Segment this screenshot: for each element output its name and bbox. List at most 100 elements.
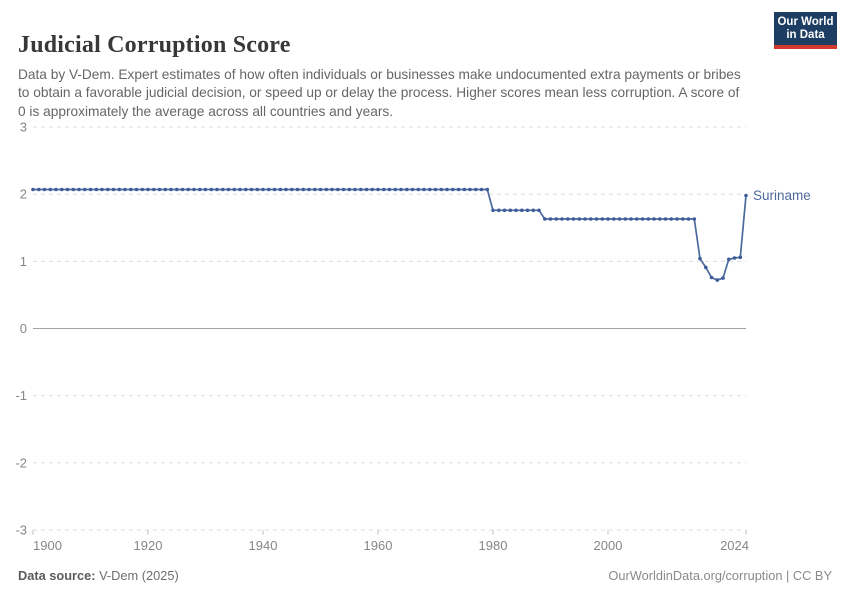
data-point-marker[interactable] [514, 208, 518, 213]
data-point-marker[interactable] [382, 187, 386, 192]
data-point-marker[interactable] [324, 187, 329, 192]
data-point-marker[interactable] [393, 187, 398, 192]
data-point-marker[interactable] [704, 265, 708, 270]
data-point-marker[interactable] [100, 187, 104, 192]
data-point-marker[interactable] [359, 187, 363, 192]
data-point-marker[interactable] [267, 187, 271, 192]
data-point-marker[interactable] [88, 187, 93, 192]
data-point-marker[interactable] [146, 187, 150, 192]
data-point-marker[interactable] [428, 187, 432, 192]
data-point-marker[interactable] [606, 217, 610, 221]
data-point-marker[interactable] [508, 208, 513, 213]
data-point-marker[interactable] [520, 208, 524, 213]
data-point-marker[interactable] [439, 187, 444, 192]
data-point-marker[interactable] [48, 187, 53, 192]
data-point-marker[interactable] [54, 187, 58, 192]
data-point-marker[interactable] [364, 187, 369, 192]
data-point-marker[interactable] [646, 217, 651, 221]
data-point-marker[interactable] [111, 187, 116, 192]
data-point-marker[interactable] [445, 187, 449, 192]
data-point-marker[interactable] [422, 187, 426, 192]
data-point-marker[interactable] [629, 217, 633, 221]
data-point-marker[interactable] [94, 187, 99, 192]
data-point-marker[interactable] [140, 187, 145, 192]
data-point-marker[interactable] [474, 187, 478, 192]
data-point-marker[interactable] [180, 187, 185, 192]
data-point-marker[interactable] [451, 187, 455, 192]
data-point-marker[interactable] [347, 187, 352, 192]
data-point-marker[interactable] [531, 208, 536, 213]
data-point-marker[interactable] [42, 187, 47, 192]
data-point-marker[interactable] [290, 187, 294, 192]
data-point-marker[interactable] [175, 187, 179, 192]
data-point-marker[interactable] [272, 187, 277, 192]
data-point-marker[interactable] [226, 187, 231, 192]
data-point-marker[interactable] [635, 217, 639, 221]
data-point-marker[interactable] [732, 256, 737, 260]
data-point-marker[interactable] [571, 217, 576, 221]
data-point-marker[interactable] [416, 187, 421, 192]
data-point-marker[interactable] [589, 217, 593, 221]
data-point-marker[interactable] [617, 217, 622, 221]
data-point-marker[interactable] [410, 187, 415, 192]
series-line-suriname[interactable] [33, 188, 747, 281]
data-point-marker[interactable] [284, 187, 288, 192]
data-point-marker[interactable] [462, 187, 467, 192]
data-point-marker[interactable] [594, 217, 599, 221]
data-point-marker[interactable] [134, 187, 139, 192]
data-point-marker[interactable] [497, 208, 501, 213]
data-point-marker[interactable] [698, 256, 702, 261]
data-point-marker[interactable] [71, 187, 76, 192]
data-point-marker[interactable] [669, 217, 674, 221]
data-point-marker[interactable] [715, 278, 720, 282]
data-point-marker[interactable] [83, 187, 87, 192]
data-point-marker[interactable] [129, 187, 133, 192]
data-point-marker[interactable] [232, 187, 237, 192]
data-point-marker[interactable] [405, 187, 409, 192]
data-point-marker[interactable] [295, 187, 300, 192]
data-point-marker[interactable] [479, 187, 484, 192]
data-point-marker[interactable] [456, 187, 461, 192]
data-point-marker[interactable] [566, 217, 570, 221]
data-point-marker[interactable] [186, 187, 191, 192]
data-point-marker[interactable] [341, 187, 346, 192]
data-point-marker[interactable] [117, 187, 122, 192]
data-point-marker[interactable] [537, 208, 541, 213]
data-point-marker[interactable] [301, 187, 306, 192]
data-point-marker[interactable] [543, 217, 547, 221]
data-point-marker[interactable] [433, 187, 438, 192]
data-point-marker[interactable] [663, 217, 668, 221]
data-point-marker[interactable] [502, 208, 507, 213]
data-point-marker[interactable] [330, 187, 334, 192]
data-point-marker[interactable] [169, 187, 173, 192]
data-point-marker[interactable] [468, 187, 472, 192]
data-point-marker[interactable] [65, 187, 70, 192]
data-point-marker[interactable] [612, 217, 616, 221]
data-point-marker[interactable] [238, 187, 242, 192]
data-point-marker[interactable] [37, 187, 41, 192]
data-point-marker[interactable] [600, 217, 605, 221]
data-point-marker[interactable] [77, 187, 81, 192]
data-point-marker[interactable] [376, 187, 380, 192]
data-point-marker[interactable] [318, 187, 323, 192]
data-point-marker[interactable] [681, 217, 685, 221]
data-point-marker[interactable] [652, 217, 656, 221]
data-point-marker[interactable] [203, 187, 208, 192]
data-point-marker[interactable] [554, 217, 559, 221]
data-point-marker[interactable] [209, 187, 214, 192]
data-point-marker[interactable] [658, 217, 662, 221]
data-point-marker[interactable] [387, 187, 392, 192]
data-point-marker[interactable] [249, 187, 254, 192]
data-point-marker[interactable] [307, 187, 311, 192]
data-point-marker[interactable] [709, 275, 714, 280]
data-point-marker[interactable] [106, 187, 110, 192]
data-point-marker[interactable] [157, 187, 162, 192]
data-point-marker[interactable] [525, 208, 530, 213]
data-point-marker[interactable] [623, 217, 628, 221]
data-point-marker[interactable] [336, 187, 340, 192]
data-point-marker[interactable] [244, 187, 248, 192]
data-point-marker[interactable] [738, 255, 743, 260]
data-point-marker[interactable] [485, 187, 490, 192]
data-point-marker[interactable] [31, 187, 35, 192]
data-point-marker[interactable] [192, 187, 196, 192]
